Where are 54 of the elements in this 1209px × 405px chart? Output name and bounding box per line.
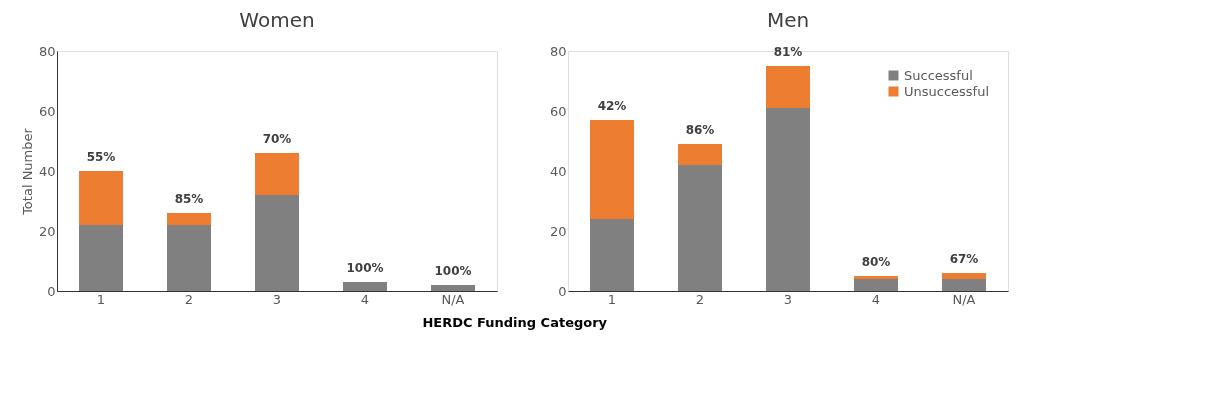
y-tick-label: 20	[549, 223, 567, 239]
annotation: 80%	[861, 255, 891, 269]
chart-title: Women	[239, 8, 315, 32]
bar	[431, 285, 475, 291]
annotation: 70%	[262, 132, 292, 146]
x-tick-label: N/A	[952, 291, 976, 307]
bar	[590, 120, 634, 219]
bar	[255, 153, 299, 195]
annotation: 100%	[346, 261, 384, 275]
legend-label: Successful	[904, 67, 973, 83]
bar	[678, 165, 722, 291]
bar	[942, 279, 986, 291]
x-tick-label: 4	[871, 291, 881, 307]
annotation: 85%	[174, 192, 204, 206]
x-tick-label: 3	[272, 291, 282, 307]
bar	[343, 282, 387, 291]
y-tick-label: 80	[38, 43, 56, 59]
annotation: 100%	[434, 264, 472, 278]
x-tick-label: 2	[695, 291, 705, 307]
annotation: 55%	[86, 150, 116, 164]
x-tick-label: N/A	[441, 291, 465, 307]
chart-title: Men	[766, 8, 810, 32]
bar	[766, 108, 810, 291]
y-tick-label: 60	[549, 103, 567, 119]
y-tick-label: 80	[549, 43, 567, 59]
bar	[854, 276, 898, 279]
y-tick-label: 20	[38, 223, 56, 239]
y-tick-label: 40	[38, 163, 56, 179]
y-tick-label: 0	[47, 283, 56, 299]
bar	[854, 279, 898, 291]
annotation: 42%	[597, 99, 627, 113]
x-axis-title: HERDC Funding Category	[422, 314, 608, 330]
bar	[167, 213, 211, 225]
bar	[255, 195, 299, 291]
annotation: 81%	[773, 45, 803, 59]
y-tick-label: 0	[558, 283, 567, 299]
y-tick-label: 60	[38, 103, 56, 119]
bar	[766, 66, 810, 108]
y-tick-label: 40	[549, 163, 567, 179]
annotation: 67%	[949, 252, 979, 266]
bar	[678, 144, 722, 165]
x-tick-label: 2	[184, 291, 194, 307]
x-tick-label: 1	[96, 291, 106, 307]
bar	[79, 225, 123, 291]
x-tick-label: 4	[360, 291, 370, 307]
bar	[942, 273, 986, 279]
bar	[590, 219, 634, 291]
x-tick-label: 3	[783, 291, 793, 307]
bar	[167, 225, 211, 291]
annotation: 86%	[685, 123, 715, 137]
x-tick-label: 1	[607, 291, 617, 307]
bar	[79, 171, 123, 225]
y-axis-title: Total Number	[19, 127, 35, 216]
legend-label: Unsuccessful	[904, 83, 990, 99]
